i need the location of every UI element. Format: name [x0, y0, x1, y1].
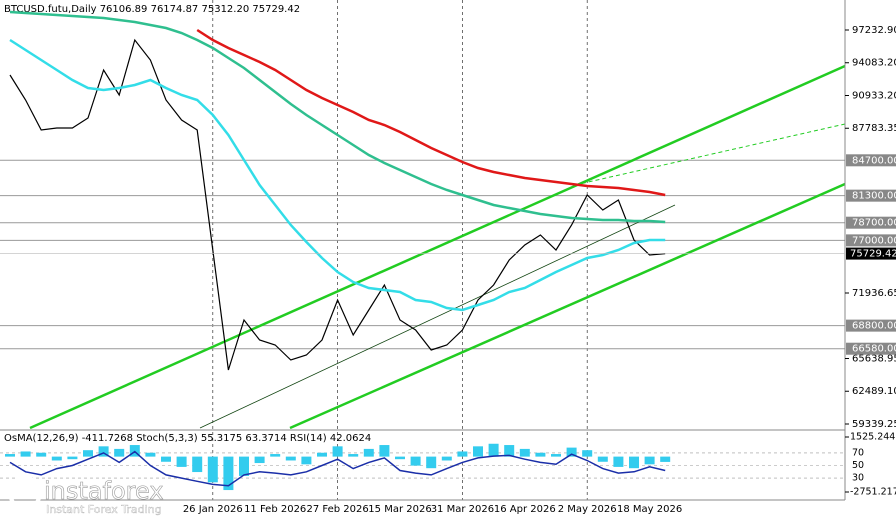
moving-average — [9, 38, 666, 312]
osma-bar — [145, 452, 156, 457]
x-tick-label: 16 Apr 2026 — [494, 504, 556, 515]
moving-average — [9, 10, 666, 224]
y-tick-label: 90933.20 — [852, 90, 896, 101]
level-box — [846, 154, 896, 167]
level-label: 84700.00 — [852, 155, 896, 166]
watermark: instaforex Instant Forex Trading — [8, 476, 164, 516]
level-label: 77000.00 — [852, 235, 896, 246]
osma-bar — [332, 446, 343, 457]
y2-tick-label: 70 — [852, 447, 864, 458]
x-tick-label: 18 May 2026 — [617, 504, 682, 515]
y-tick-label: 87783.35 — [852, 123, 896, 134]
level-label: 81300.00 — [852, 191, 896, 202]
osma-bar — [551, 454, 561, 457]
y-tick-label: 71936.65 — [852, 288, 896, 299]
osma-bar — [629, 456, 639, 469]
osma-bar — [98, 446, 109, 457]
osma-bar — [597, 456, 608, 462]
indicator-label: OsMA(12,26,9) -411.7268 Stoch(5,3,3) 55.… — [4, 433, 371, 444]
osma-bar — [36, 452, 47, 457]
osma-bar — [441, 456, 452, 461]
moving-average — [196, 28, 666, 197]
osma-bar — [301, 456, 312, 465]
osma-bar — [207, 456, 218, 483]
osma-bar — [223, 456, 234, 491]
level-label: 78700.00 — [852, 218, 896, 229]
x-tick-label: 26 Jan 2026 — [183, 504, 243, 515]
osma-bar — [114, 448, 125, 457]
y-tick-label: 97232.90 — [852, 25, 896, 36]
level-box — [846, 319, 896, 332]
channel-upper — [29, 64, 846, 430]
level-label: 68800.00 — [852, 321, 896, 332]
osma-bar — [660, 456, 671, 462]
osma-bar — [239, 456, 249, 476]
osma-bar — [379, 445, 390, 457]
trend-line — [199, 204, 676, 429]
osma-bar — [317, 452, 327, 457]
osma-bar — [410, 456, 421, 466]
osma-bar — [192, 456, 203, 473]
osma-bar — [566, 447, 577, 457]
osma-bar — [644, 456, 655, 465]
y2-tick-label: 30 — [852, 473, 864, 484]
x-tick-label: 15 Mar 2026 — [368, 504, 431, 515]
osma-bar — [582, 450, 593, 457]
osma-bar — [426, 456, 437, 469]
x-tick-label: 11 Feb 2026 — [244, 504, 306, 515]
osma-bar — [285, 456, 296, 461]
osma-bar — [67, 456, 78, 460]
osma-bar — [473, 446, 483, 457]
y-tick-label: 1525.2442 — [850, 432, 896, 443]
osma-bar — [5, 454, 15, 457]
osma-bar — [395, 456, 405, 460]
osma-bar — [535, 452, 546, 457]
osma-bar — [504, 445, 515, 457]
last-price-label: 75729.42 — [850, 249, 896, 260]
y-tick-label: 62489.10 — [852, 386, 896, 397]
osma-bar — [363, 448, 374, 457]
channel-lower — [289, 182, 846, 430]
x-tick-label: 31 Mar 2026 — [431, 504, 494, 515]
osma-bar — [20, 451, 31, 457]
watermark-logo — [8, 476, 42, 510]
level-box — [846, 216, 896, 229]
osma-bar — [488, 443, 499, 457]
y-tick-label: 94083.20 — [852, 58, 896, 69]
osma-bar — [51, 456, 62, 461]
osma-bar — [161, 456, 171, 462]
osma-bar — [83, 450, 93, 457]
watermark-tagline: Instant Forex Trading — [46, 503, 162, 516]
x-tick-label: 2 May 2026 — [558, 504, 617, 515]
osma-bar — [254, 456, 265, 464]
level-label: 66580.00 — [852, 344, 896, 355]
chart-header: BTCUSD.futu,Daily 76106.89 76174.87 7531… — [4, 4, 300, 15]
osma-bar — [519, 448, 530, 457]
osma-bar — [613, 456, 624, 467]
level-box — [846, 234, 896, 247]
osma-bar — [176, 456, 187, 467]
rsi-line — [9, 450, 666, 487]
x-tick-label: 27 Feb 2026 — [306, 504, 368, 515]
y-tick-label: 59339.25 — [852, 419, 896, 430]
price-line — [9, 38, 666, 371]
osma-bar — [348, 454, 359, 457]
osma-bar — [270, 454, 281, 457]
channel — [29, 64, 846, 430]
osma-bar — [457, 451, 468, 457]
y-tick-label: 65638.95 — [852, 353, 896, 364]
watermark-brand: instaforex — [44, 477, 164, 505]
last-price-box — [846, 247, 896, 260]
y2-tick-label: 50 — [852, 460, 864, 471]
level-box — [846, 189, 896, 202]
level-box — [846, 342, 896, 355]
